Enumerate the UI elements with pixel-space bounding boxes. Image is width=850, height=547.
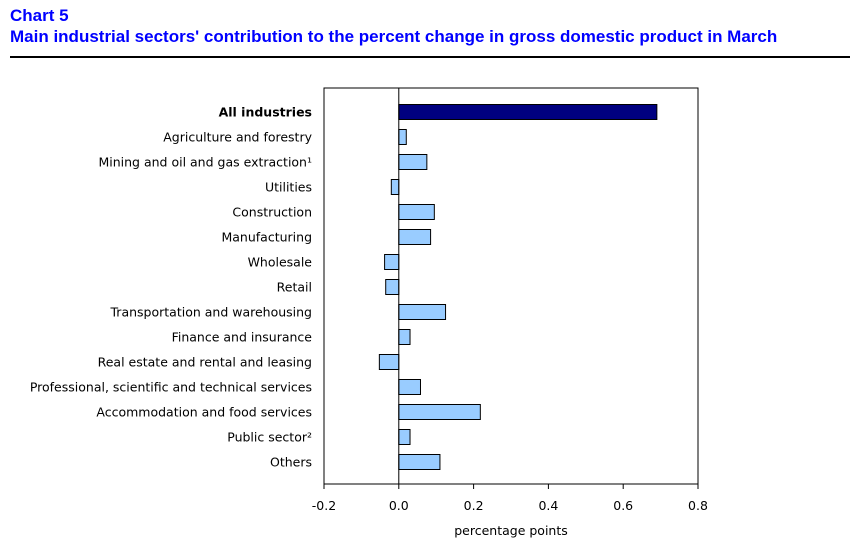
bar-13 (398, 429, 411, 445)
bar-5 (398, 229, 432, 245)
x-axis-ticks: -0.2 0.0 0.2 0.4 0.6 0.8 (312, 484, 708, 513)
bar-10 (378, 354, 400, 370)
x-tick-label-1: 0.0 (389, 498, 409, 513)
category-labels: All industries Agriculture and forestry Mi… (30, 105, 313, 470)
x-tick-label-5: 0.8 (688, 498, 708, 513)
category-label-5: Manufacturing (221, 230, 312, 245)
bar-7 (385, 279, 400, 295)
x-axis-label: percentage points (454, 523, 568, 538)
bar-11 (398, 379, 421, 395)
bar-3 (390, 179, 400, 195)
bar-14 (398, 454, 441, 470)
category-label-2: Mining and oil and gas extraction¹ (98, 155, 312, 170)
bar-2 (398, 154, 428, 170)
x-tick-label-0: -0.2 (312, 498, 336, 513)
title-rule (10, 56, 850, 58)
chart-title: Main industrial sectors' contribution to… (10, 27, 778, 46)
bar-0 (398, 104, 658, 120)
category-label-12: Accommodation and food services (96, 405, 312, 420)
category-label-1: Agriculture and forestry (163, 130, 312, 145)
bar-9 (398, 329, 411, 345)
bar-12 (398, 404, 481, 420)
category-label-9: Finance and insurance (172, 330, 313, 345)
bars (378, 104, 658, 470)
chart-header: Chart 5 Main industrial sectors' contrib… (10, 6, 848, 48)
category-label-8: Transportation and warehousing (110, 305, 313, 320)
category-label-4: Construction (232, 205, 312, 220)
x-tick-label-3: 0.4 (538, 498, 558, 513)
chart-number: Chart 5 (10, 6, 69, 25)
category-label-3: Utilities (265, 180, 312, 195)
category-label-13: Public sector² (227, 430, 312, 445)
category-label-11: Professional, scientific and technical s… (30, 380, 312, 395)
x-tick-label-2: 0.2 (464, 498, 484, 513)
bar-8 (398, 304, 447, 320)
category-label-6: Wholesale (248, 255, 313, 270)
bar-4 (398, 204, 435, 220)
category-label-7: Retail (277, 280, 312, 295)
bar-1 (398, 129, 407, 145)
bar-6 (384, 254, 400, 270)
category-label-10: Real estate and rental and leasing (98, 355, 312, 370)
x-tick-label-4: 0.6 (613, 498, 633, 513)
plot-frame (323, 87, 699, 485)
category-label-0: All industries (219, 105, 312, 120)
category-label-14: Others (270, 455, 312, 470)
